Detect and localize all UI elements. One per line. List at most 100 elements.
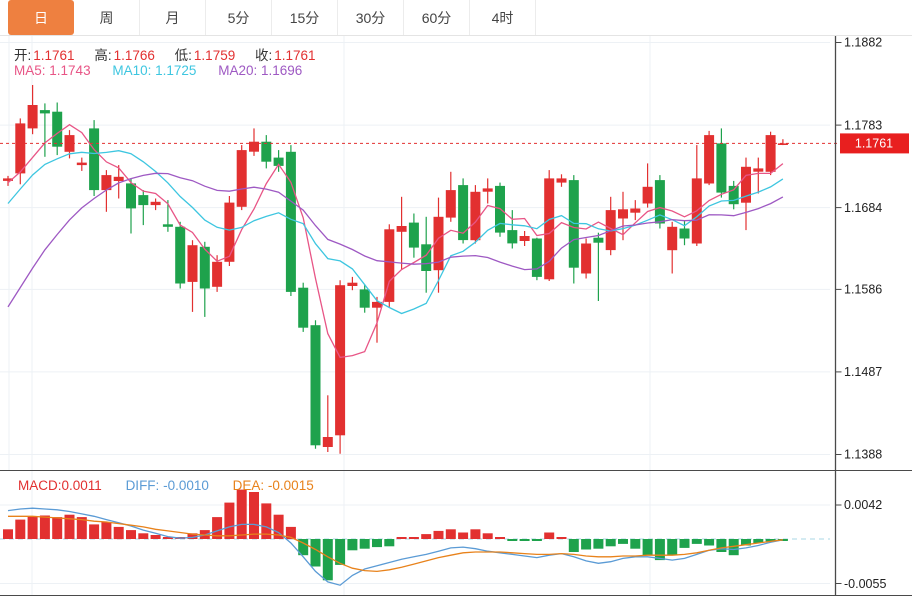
candle-up[interactable] bbox=[433, 216, 444, 271]
candle-up[interactable] bbox=[741, 166, 751, 203]
macd-bar-positive[interactable] bbox=[224, 502, 235, 539]
macd-bar-negative[interactable] bbox=[667, 539, 678, 556]
tab-day[interactable]: 日 bbox=[8, 0, 74, 35]
candle-down[interactable] bbox=[421, 244, 432, 271]
candle-up[interactable] bbox=[187, 245, 198, 282]
candle-down[interactable] bbox=[310, 325, 321, 446]
tab-30min[interactable]: 30分 bbox=[338, 0, 404, 35]
macd-bar-positive[interactable] bbox=[212, 517, 223, 539]
macd-bar-negative[interactable] bbox=[605, 539, 616, 547]
macd-bar-positive[interactable] bbox=[162, 537, 173, 539]
candle-down[interactable] bbox=[359, 289, 370, 308]
tab-4hour[interactable]: 4时 bbox=[470, 0, 536, 35]
candle-up[interactable] bbox=[15, 123, 26, 174]
candle-up[interactable] bbox=[249, 141, 259, 152]
macd-bar-negative[interactable] bbox=[593, 539, 604, 549]
candle-down[interactable] bbox=[679, 228, 690, 239]
macd-bar-positive[interactable] bbox=[138, 533, 149, 539]
candle-up[interactable] bbox=[519, 236, 530, 241]
macd-bar-negative[interactable] bbox=[679, 539, 690, 548]
macd-bar-positive[interactable] bbox=[445, 529, 456, 539]
candle-down[interactable] bbox=[408, 222, 419, 248]
macd-bar-negative[interactable] bbox=[507, 539, 518, 541]
macd-bar-positive[interactable] bbox=[126, 530, 136, 539]
candle-up[interactable] bbox=[372, 301, 382, 308]
candle-down[interactable] bbox=[175, 226, 186, 284]
candle-up[interactable] bbox=[667, 226, 678, 251]
candle-up[interactable] bbox=[618, 209, 628, 219]
candle-down[interactable] bbox=[531, 238, 542, 277]
candle-down[interactable] bbox=[273, 157, 284, 166]
macd-bar-positive[interactable] bbox=[236, 489, 247, 539]
candle-up[interactable] bbox=[76, 162, 87, 166]
candle-up[interactable] bbox=[445, 190, 456, 218]
candle-up[interactable] bbox=[753, 168, 764, 172]
macd-bar-negative[interactable] bbox=[298, 539, 309, 556]
candle-down[interactable] bbox=[716, 143, 727, 193]
candle-up[interactable] bbox=[236, 150, 247, 207]
macd-bar-negative[interactable] bbox=[753, 539, 764, 543]
tab-week[interactable]: 周 bbox=[74, 0, 140, 35]
macd-bar-positive[interactable] bbox=[261, 503, 272, 539]
macd-bar-positive[interactable] bbox=[89, 524, 100, 539]
candle-up[interactable] bbox=[224, 202, 235, 262]
macd-bar-positive[interactable] bbox=[408, 537, 419, 539]
macd-bar-negative[interactable] bbox=[704, 539, 715, 546]
macd-bar-positive[interactable] bbox=[150, 535, 161, 539]
macd-bar-positive[interactable] bbox=[396, 537, 407, 539]
candle-up[interactable] bbox=[335, 285, 346, 436]
candle-up[interactable] bbox=[777, 143, 788, 145]
candle-down[interactable] bbox=[138, 195, 149, 206]
candle-up[interactable] bbox=[3, 178, 13, 181]
candle-up[interactable] bbox=[704, 135, 715, 184]
candle-down[interactable] bbox=[458, 185, 469, 241]
macd-bar-positive[interactable] bbox=[64, 514, 75, 539]
candle-up[interactable] bbox=[64, 135, 75, 152]
macd-bar-negative[interactable] bbox=[654, 539, 665, 561]
macd-bar-positive[interactable] bbox=[76, 517, 87, 539]
candle-up[interactable] bbox=[150, 201, 161, 206]
macd-bar-negative[interactable] bbox=[716, 539, 727, 552]
macd-bar-negative[interactable] bbox=[531, 539, 542, 541]
macd-bar-positive[interactable] bbox=[187, 533, 198, 539]
candle-up[interactable] bbox=[322, 437, 333, 447]
candle-up[interactable] bbox=[765, 135, 776, 172]
candle-up[interactable] bbox=[101, 175, 112, 191]
macd-bar-positive[interactable] bbox=[556, 537, 567, 539]
macd-bar-negative[interactable] bbox=[568, 539, 579, 552]
candle-up[interactable] bbox=[544, 178, 555, 280]
candle-down[interactable] bbox=[261, 141, 272, 162]
macd-bar-positive[interactable] bbox=[421, 534, 432, 539]
macd-bar-negative[interactable] bbox=[741, 539, 751, 546]
tab-15min[interactable]: 15分 bbox=[272, 0, 338, 35]
macd-bar-negative[interactable] bbox=[581, 539, 592, 550]
candle-down[interactable] bbox=[298, 287, 309, 328]
candle-down[interactable] bbox=[162, 224, 173, 227]
macd-bar-positive[interactable] bbox=[27, 516, 38, 539]
candle-up[interactable] bbox=[396, 226, 407, 232]
macd-bar-negative[interactable] bbox=[310, 539, 321, 567]
macd-bar-negative[interactable] bbox=[691, 539, 702, 544]
macd-bar-negative[interactable] bbox=[519, 539, 530, 541]
macd-bar-negative[interactable] bbox=[347, 539, 358, 551]
candle-down[interactable] bbox=[39, 110, 50, 114]
candle-down[interactable] bbox=[728, 185, 739, 205]
macd-bar-positive[interactable] bbox=[285, 526, 296, 540]
macd-bar-negative[interactable] bbox=[359, 539, 370, 549]
candle-up[interactable] bbox=[642, 186, 653, 204]
macd-bar-positive[interactable] bbox=[39, 515, 50, 540]
candle-up[interactable] bbox=[27, 105, 38, 129]
macd-bar-positive[interactable] bbox=[15, 519, 26, 539]
macd-bar-positive[interactable] bbox=[495, 537, 505, 539]
macd-bar-negative[interactable] bbox=[765, 539, 776, 542]
candle-down[interactable] bbox=[52, 111, 63, 147]
candle-down[interactable] bbox=[593, 237, 604, 243]
candle-up[interactable] bbox=[212, 261, 223, 287]
macd-bar-positive[interactable] bbox=[113, 526, 124, 540]
macd-bar-positive[interactable] bbox=[544, 532, 555, 540]
macd-bar-positive[interactable] bbox=[482, 533, 493, 539]
candle-up[interactable] bbox=[630, 208, 641, 213]
candle-up[interactable] bbox=[482, 188, 493, 192]
candle-down[interactable] bbox=[654, 180, 665, 224]
candle-down[interactable] bbox=[285, 151, 296, 292]
